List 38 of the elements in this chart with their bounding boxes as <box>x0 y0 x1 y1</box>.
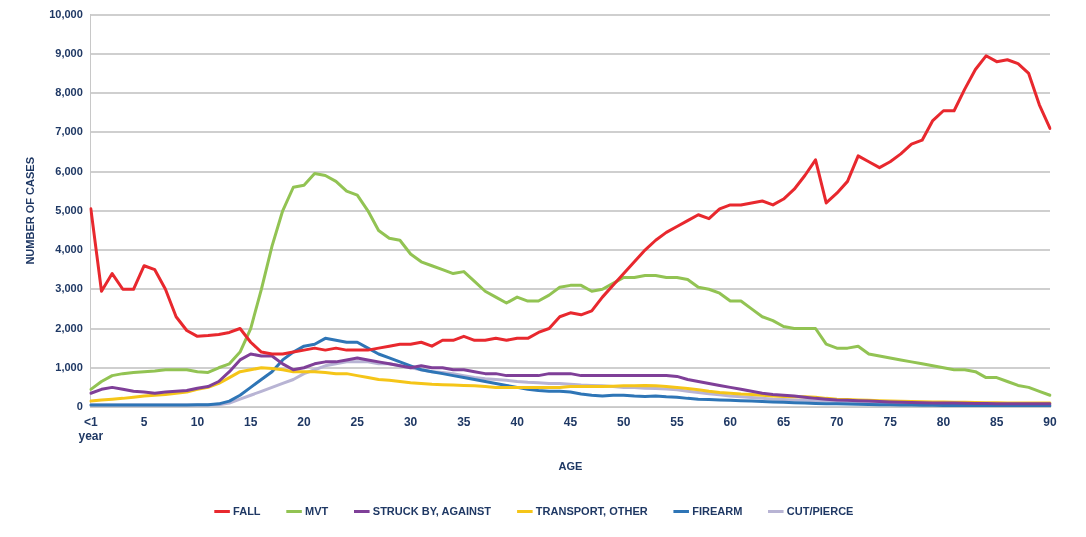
legend-label: FIREARM <box>692 504 743 517</box>
legend-label: TRANSPORT, OTHER <box>535 504 648 517</box>
y-tick-label: 7,000 <box>55 125 83 138</box>
x-tick-label: 20 <box>297 414 311 429</box>
y-tick-label: 5,000 <box>55 203 83 216</box>
x-tick-label: 15 <box>244 414 258 429</box>
x-tick-label: 70 <box>830 414 844 429</box>
y-tick-label: 3,000 <box>55 282 83 295</box>
x-tick-label: 65 <box>776 414 791 429</box>
x-tick-label: 45 <box>563 414 578 429</box>
y-tick-label: 9,000 <box>55 46 83 59</box>
x-tick-label: 50 <box>617 414 631 429</box>
x-tick-label: 60 <box>723 414 738 429</box>
y-tick-label: 1,000 <box>55 360 83 373</box>
y-axis-title: NUMBER OF CASES <box>23 157 36 265</box>
x-tick-label: 10 <box>190 414 205 429</box>
y-tick-label: 10,000 <box>49 7 83 20</box>
x-axis-title: AGE <box>558 460 583 473</box>
y-tick-label: 8,000 <box>55 86 83 99</box>
x-tick-label: <1 year <box>78 414 104 443</box>
x-tick-label: 25 <box>350 414 365 429</box>
x-tick-label: 40 <box>510 414 525 429</box>
legend-label: MVT <box>305 504 329 517</box>
legend-label: STRUCK BY, AGAINST <box>372 504 492 517</box>
y-tick-label: 2,000 <box>55 321 83 334</box>
x-tick-label: 75 <box>883 414 898 429</box>
x-tick-label: 30 <box>403 414 418 429</box>
x-tick-label: 80 <box>936 414 951 429</box>
y-tick-label: 6,000 <box>55 164 83 177</box>
y-tick-label: 4,000 <box>55 243 83 256</box>
legend-label: FALL <box>233 504 261 517</box>
x-tick-label: 35 <box>457 414 471 429</box>
legend-label: CUT/PIERCE <box>786 504 854 517</box>
x-tick-label: 5 <box>140 414 148 429</box>
y-tick-label: 0 <box>76 400 83 413</box>
x-tick-label: 85 <box>990 414 1004 429</box>
x-tick-label: 55 <box>670 414 684 429</box>
x-tick-label: 90 <box>1043 414 1057 429</box>
